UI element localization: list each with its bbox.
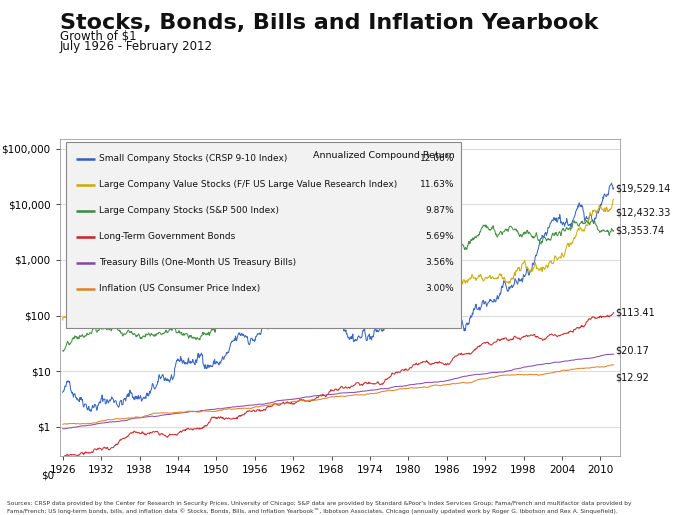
Text: Annualized Compound Return: Annualized Compound Return <box>313 151 454 160</box>
Text: Growth of $1: Growth of $1 <box>60 30 136 43</box>
Text: $12,432.33: $12,432.33 <box>615 208 671 217</box>
Text: 5.69%: 5.69% <box>426 232 454 241</box>
Text: $3,353.74: $3,353.74 <box>615 226 664 236</box>
Text: Long-Term Government Bonds: Long-Term Government Bonds <box>99 232 235 241</box>
Text: Small Company Stocks (CRSP 9-10 Index): Small Company Stocks (CRSP 9-10 Index) <box>99 154 287 163</box>
Text: $12.92: $12.92 <box>615 372 649 382</box>
Text: Sources: CRSP data provided by the Center for Research in Security Prices, Unive: Sources: CRSP data provided by the Cente… <box>7 501 631 514</box>
Text: 11.63%: 11.63% <box>420 180 454 189</box>
Text: July 1926 - February 2012: July 1926 - February 2012 <box>60 40 213 53</box>
FancyBboxPatch shape <box>66 142 461 328</box>
Text: 9.87%: 9.87% <box>426 206 454 215</box>
Text: 3.56%: 3.56% <box>426 258 454 267</box>
Text: $0: $0 <box>41 470 54 480</box>
Text: $19,529.14: $19,529.14 <box>615 183 671 193</box>
Text: Large Company Value Stocks (F/F US Large Value Research Index): Large Company Value Stocks (F/F US Large… <box>99 180 397 189</box>
Text: Large Company Stocks (S&P 500 Index): Large Company Stocks (S&P 500 Index) <box>99 206 279 215</box>
Text: $20.17: $20.17 <box>615 346 649 356</box>
Text: Treasury Bills (One-Month US Treasury Bills): Treasury Bills (One-Month US Treasury Bi… <box>99 258 296 267</box>
Text: Inflation (US Consumer Price Index): Inflation (US Consumer Price Index) <box>99 284 260 293</box>
Text: $113.41: $113.41 <box>615 307 654 318</box>
Text: Stocks, Bonds, Bills and Inflation Yearbook: Stocks, Bonds, Bills and Inflation Yearb… <box>60 13 598 33</box>
Text: 12.06%: 12.06% <box>420 154 454 163</box>
Text: 3.00%: 3.00% <box>426 284 454 293</box>
